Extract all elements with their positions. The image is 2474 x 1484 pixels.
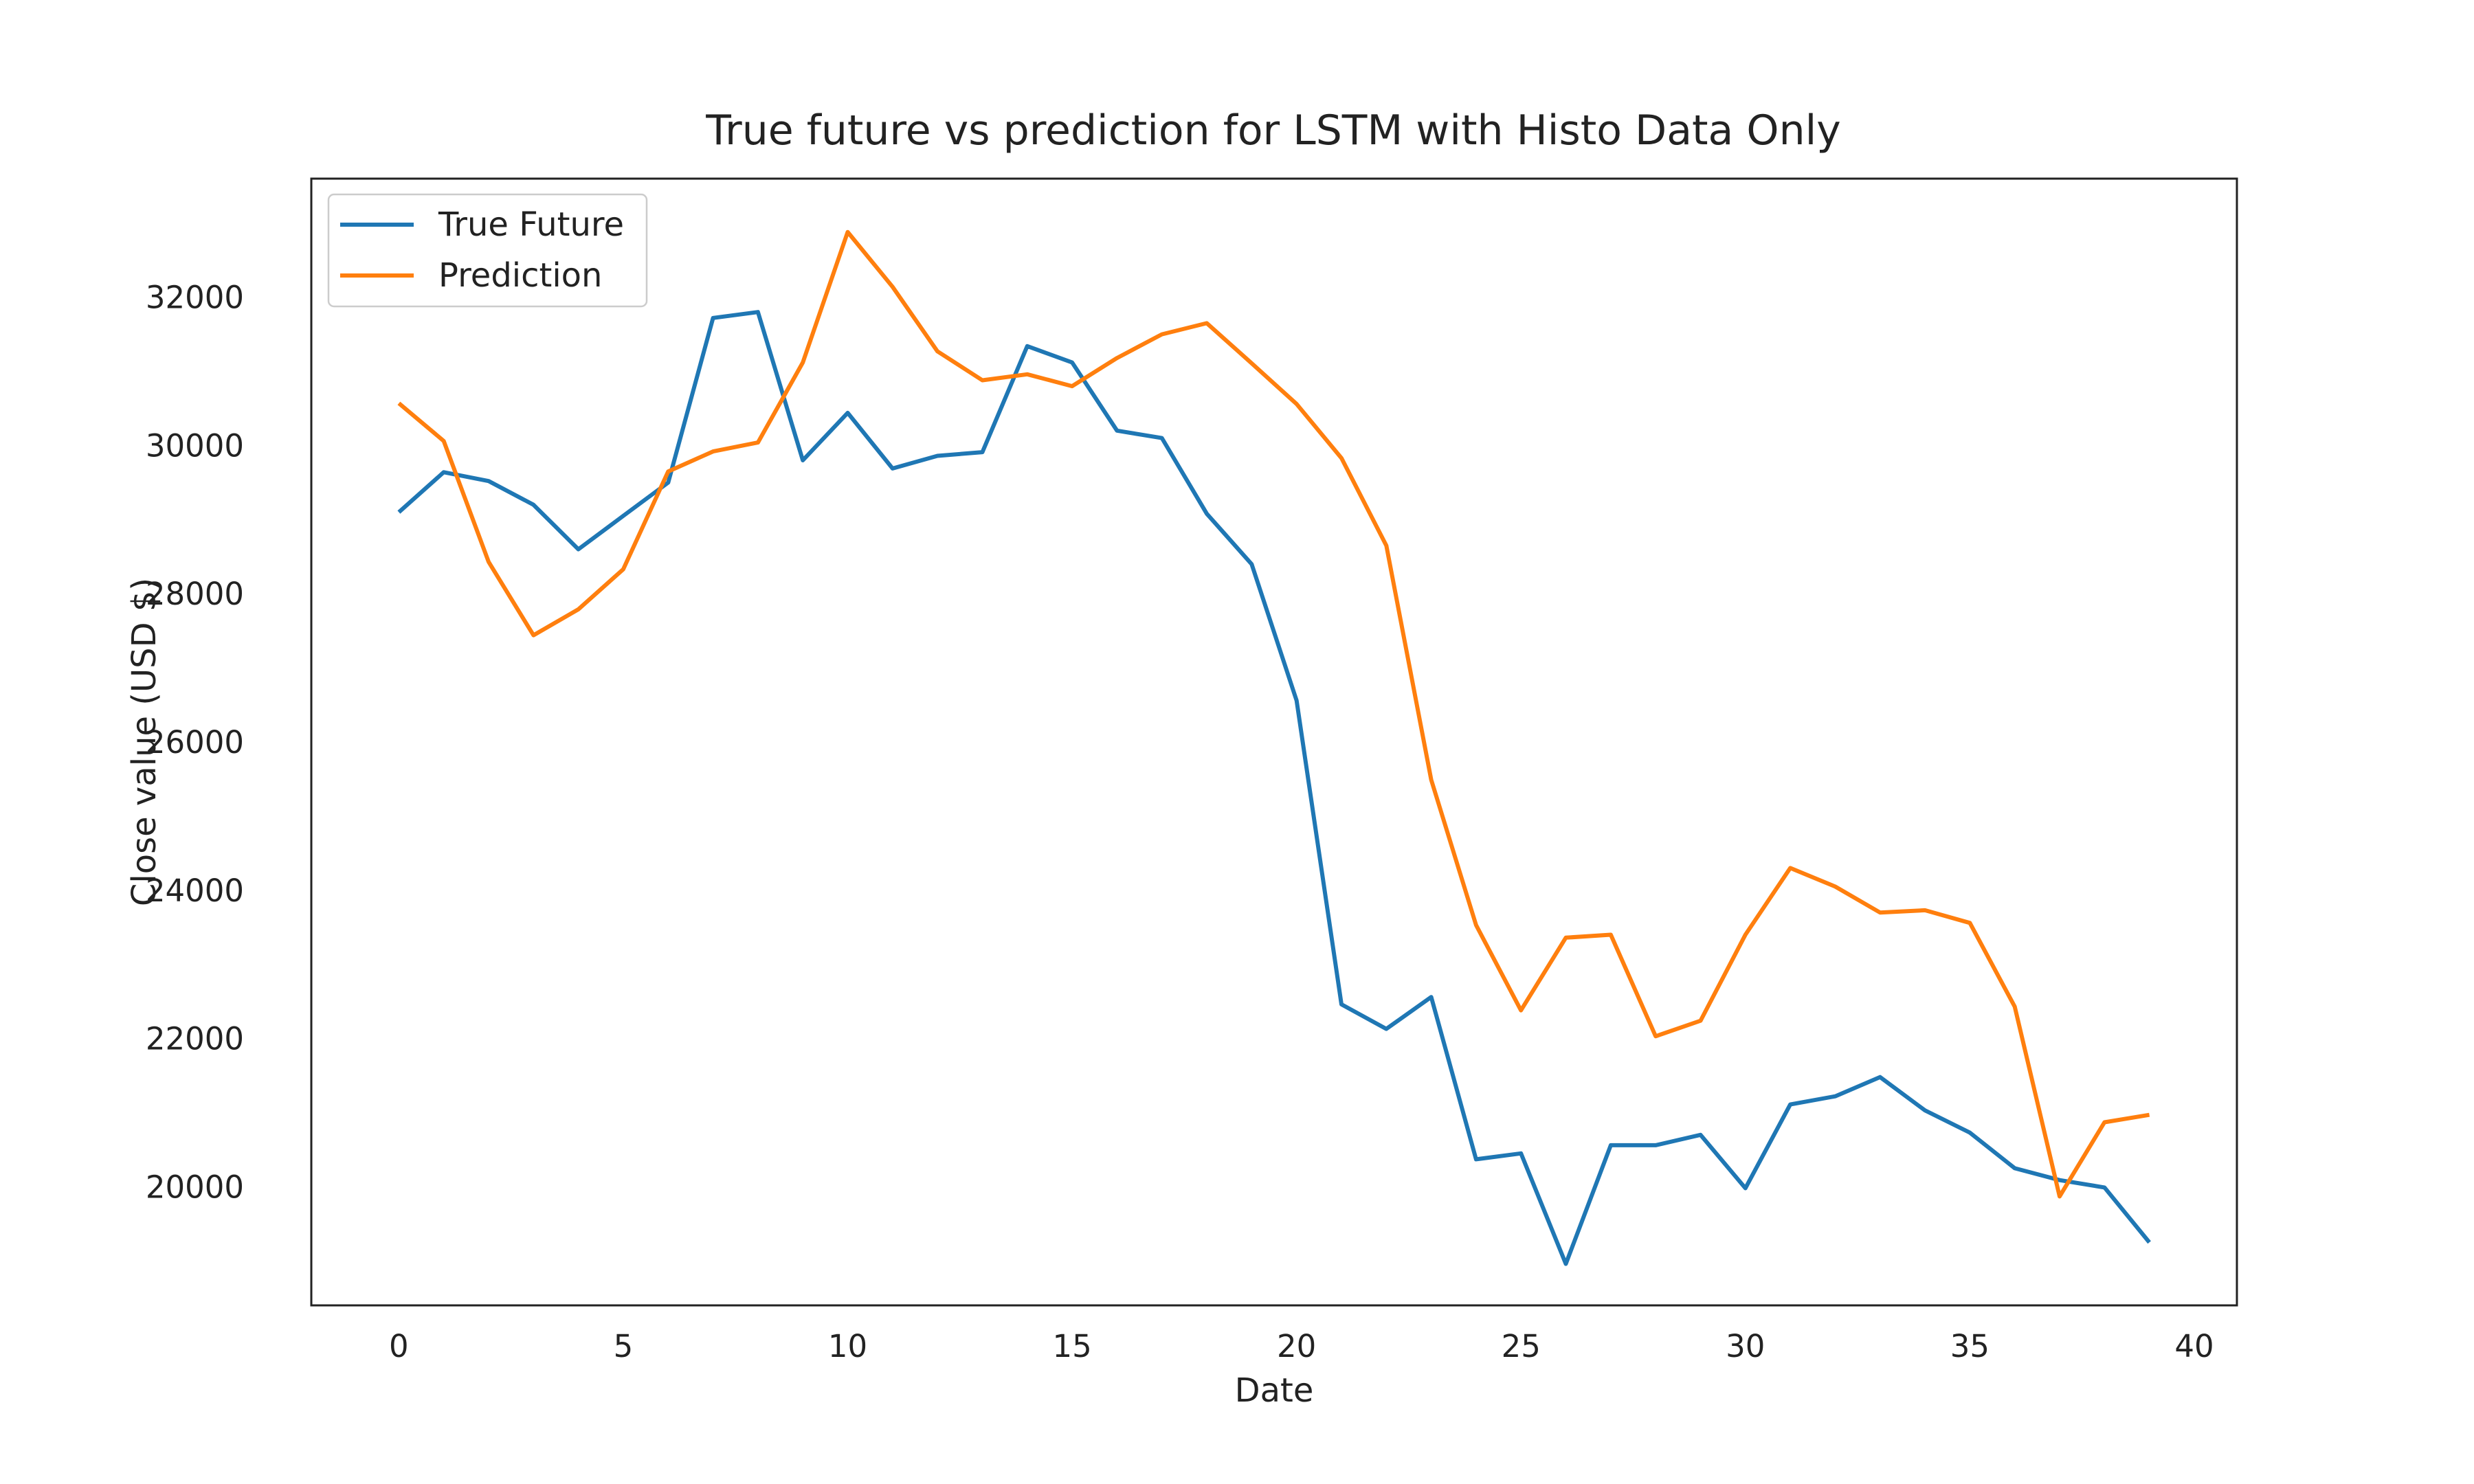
x-axis-label: Date — [1235, 1371, 1314, 1410]
y-axis-label: Close value (USD $) — [125, 578, 164, 906]
x-tick-label: 30 — [1726, 1328, 1765, 1364]
legend-box — [327, 193, 648, 308]
legend-label-prediction: Prediction — [438, 256, 602, 295]
y-tick-label: 28000 — [146, 576, 244, 612]
y-tick-label: 22000 — [146, 1021, 244, 1057]
x-tick-label: 10 — [828, 1328, 867, 1364]
series-line-prediction — [397, 229, 2150, 1199]
x-tick-label: 25 — [1502, 1328, 1541, 1364]
chart-title: True future vs prediction for LSTM with … — [705, 106, 1841, 155]
y-axis-ticks: 20000 22000 24000 26000 28000 30000 32000 — [146, 280, 244, 1206]
x-tick-label: 15 — [1052, 1328, 1091, 1364]
axes-frame — [310, 177, 2238, 1307]
x-tick-label: 35 — [1950, 1328, 1990, 1364]
x-tick-label: 20 — [1277, 1328, 1316, 1364]
y-tick-label: 20000 — [146, 1169, 244, 1205]
y-tick-label: 30000 — [146, 427, 244, 464]
x-tick-label: 0 — [389, 1328, 409, 1364]
y-tick-label: 32000 — [146, 280, 244, 316]
legend-label-true-future: True Future — [438, 205, 624, 244]
legend: True Future Prediction — [327, 193, 648, 308]
series-lines — [397, 229, 2151, 1266]
y-tick-label: 26000 — [146, 724, 244, 761]
x-tick-label: 5 — [614, 1328, 634, 1364]
x-axis-ticks: 0 5 10 15 20 25 30 35 40 — [389, 1328, 2214, 1364]
x-tick-label: 40 — [2174, 1328, 2214, 1364]
y-tick-label: 24000 — [146, 873, 244, 909]
plot-area: 0 5 10 15 20 25 30 35 40 20000 22000 24000 26000 280… — [146, 177, 2238, 1364]
series-line-true-future — [397, 310, 2151, 1266]
